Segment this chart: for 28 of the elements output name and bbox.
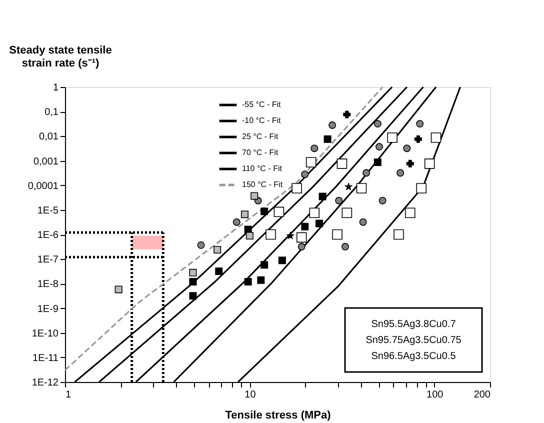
y-tick-label: 1E-9 xyxy=(37,304,59,315)
annotation: Sn95.75Ag3.5Cu0.75 xyxy=(366,335,462,346)
y-tick-label: 1E-12 xyxy=(32,378,59,388)
y-tick-label: 0,01 xyxy=(39,132,59,143)
y-axis-title: Steady state tensile strain rate (s⁻¹) xyxy=(9,44,112,70)
y-tick-label: 1E-6 xyxy=(37,230,59,241)
y-tick-label: 1E-10 xyxy=(32,328,59,340)
y-tick-label: 1E-8 xyxy=(37,279,59,290)
y-tick-label: 0,0001 xyxy=(28,180,59,192)
legend-label: -55 °C - Fit xyxy=(242,100,282,109)
x-tick-label: 200 xyxy=(474,390,491,400)
x-axis-title: Tensile stress (MPa) xyxy=(225,410,332,422)
y-tick-label: 0,001 xyxy=(33,156,59,168)
annotation: Sn95.5Ag3.8Cu0.7 xyxy=(371,319,456,330)
y-tick-label: 0,1 xyxy=(44,107,59,118)
x-tick-label: 100 xyxy=(426,390,444,400)
y-tick-label: 1E-5 xyxy=(37,205,59,216)
x-tick-label: 10 xyxy=(244,390,256,400)
x-tick-label: 1 xyxy=(66,390,72,400)
annotation: Sn96.5Ag3.5Cu0.5 xyxy=(371,351,456,362)
y-tick-label: 1E-11 xyxy=(32,352,59,364)
legend-label: 110 °C - Fit xyxy=(242,164,283,173)
y-tick-label: 1E-7 xyxy=(37,254,59,266)
legend-label: 150 °C - Fit xyxy=(242,180,284,189)
legend-label: 70 °C - Fit xyxy=(242,148,279,157)
y-tick-label: 1 xyxy=(52,82,59,94)
legend-label: -10 °C - Fit xyxy=(242,116,282,125)
legend-label: 25 °C - Fit xyxy=(242,132,279,141)
